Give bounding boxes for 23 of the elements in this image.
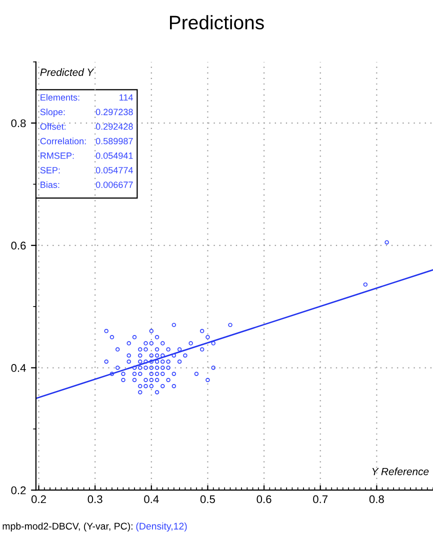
y-tick-label: 0.6 (11, 242, 26, 250)
text: (Density,12) (136, 522, 187, 532)
x-tick-label: 0.3 (88, 495, 102, 504)
chart-title: Predictions (170, 15, 264, 30)
y-tick-label: 0.4 (11, 364, 26, 372)
x-tick-label: 0.7 (313, 495, 328, 504)
text: mpb-mod2-DBCV, (Y-var, PC): (2, 522, 132, 532)
x-tick-label: 0.2 (31, 495, 46, 504)
x-tick-label: 0.5 (200, 495, 215, 504)
text: SEP: 0.054774 (40, 167, 133, 174)
annotation: Correlation: 0.589987 (40, 138, 133, 144)
text: Slope: 0.297238 (40, 108, 133, 117)
text: Bias: 0.006677 (40, 181, 133, 188)
x-tick-label: 0.8 (369, 495, 384, 504)
x-axis-title: Y Reference (372, 468, 429, 476)
text: Offset: 0.292428 (40, 123, 133, 130)
y-tick-label: 0.2 (11, 486, 26, 494)
x-tick-label: 0.4 (144, 495, 159, 504)
y-axis-title: Predicted Y (40, 68, 94, 76)
text: RMSEP: 0.054941 (40, 152, 133, 159)
text: Elements: 114 (40, 94, 133, 101)
y-tick-label: 0.8 (11, 119, 26, 128)
x-tick-label: 0.6 (256, 495, 272, 504)
